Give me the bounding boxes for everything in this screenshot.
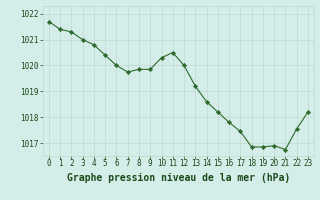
X-axis label: Graphe pression niveau de la mer (hPa): Graphe pression niveau de la mer (hPa) — [67, 173, 290, 183]
